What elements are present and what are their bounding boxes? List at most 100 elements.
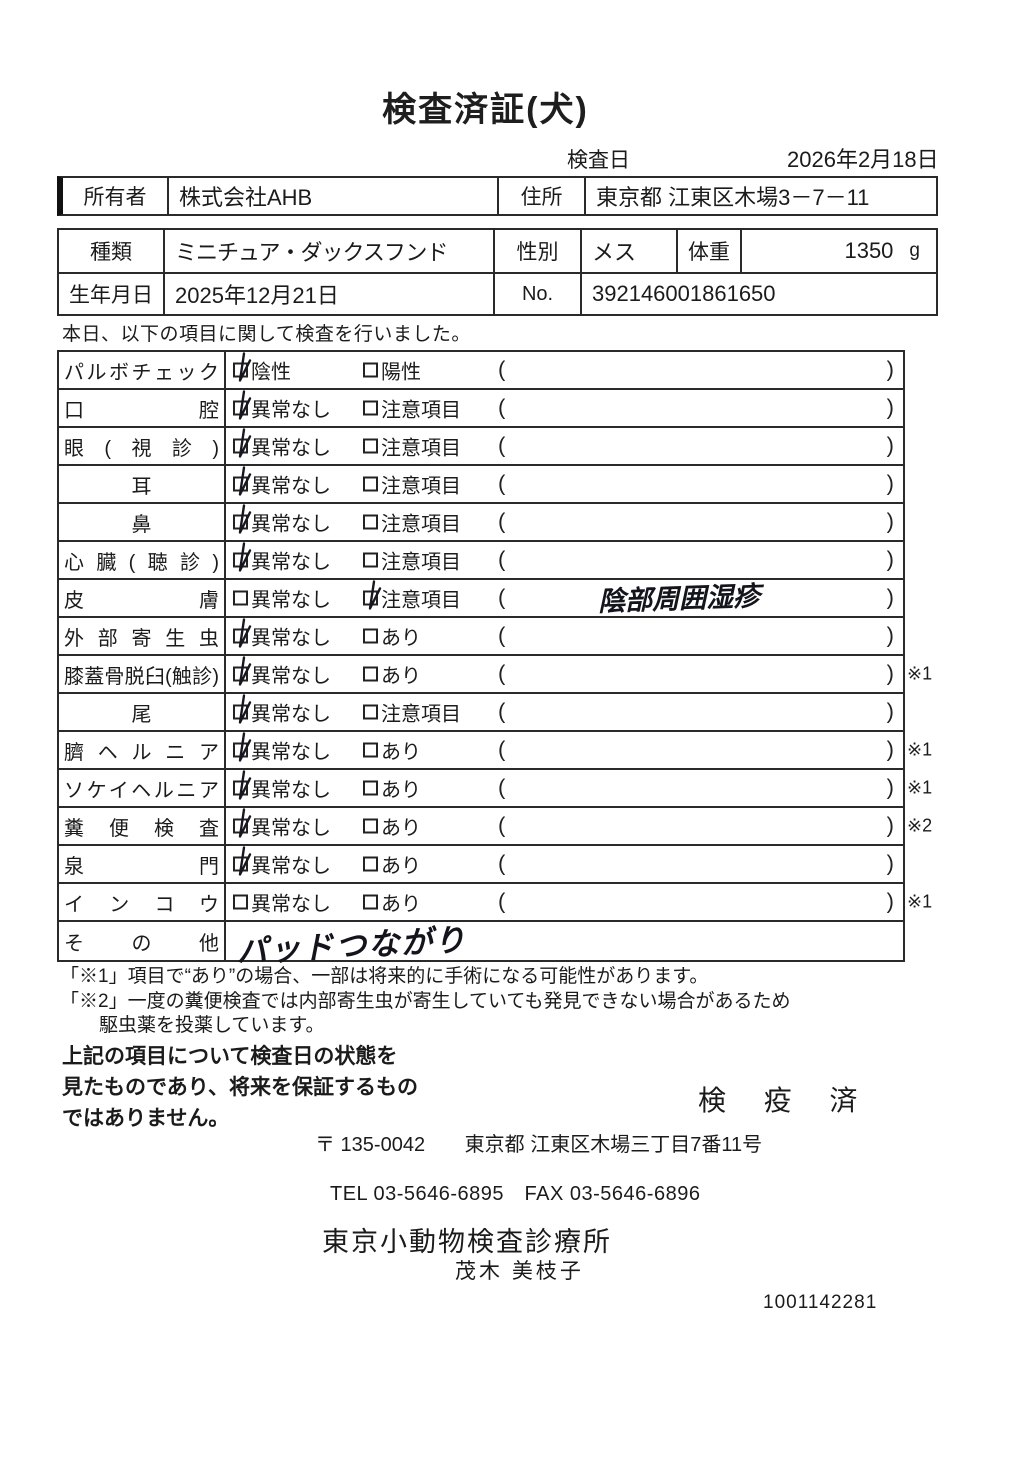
- check-mark-icon: [238, 732, 252, 762]
- footnote-2: 「※2」一度の糞便検査では内部寄生虫が寄生していても発見できない場合があるため: [60, 991, 791, 1012]
- item-label-cell: 外部寄生虫: [59, 618, 226, 654]
- result-option-2: あり: [363, 812, 421, 841]
- owner-value: 株式会社AHB: [167, 178, 497, 214]
- inspection-row: 尾 異常なし 注意項目 ( ): [59, 694, 903, 732]
- result-option-2: あり: [363, 736, 421, 765]
- inspection-row: パルボチェック 陰性 陽性 ( ): [59, 352, 903, 390]
- checkbox: [233, 894, 248, 910]
- check-mark-icon: [238, 846, 252, 876]
- item-result-cell: 異常なし 注意項目 ( ): [226, 542, 903, 578]
- item-result-cell: 異常なし あり ( ): [226, 618, 903, 654]
- checkbox: [233, 428, 252, 458]
- paren-open: (: [498, 622, 506, 648]
- option-label: 注意項目: [381, 437, 461, 460]
- checkbox: [233, 846, 252, 876]
- weight-unit: g: [909, 240, 920, 261]
- option-label: 異常なし: [251, 551, 331, 574]
- checkbox: [233, 618, 252, 648]
- check-mark-icon: [238, 390, 252, 420]
- item-label-cell: その他: [59, 922, 226, 960]
- inspection-row: インコウ 異常なし あり ( ) ※1: [59, 884, 932, 922]
- check-mark-icon: [368, 580, 382, 610]
- check-mark-icon: [238, 428, 252, 458]
- paren-close: ): [886, 470, 894, 496]
- paren-close: ): [886, 394, 894, 420]
- paren-close: ): [886, 774, 894, 800]
- item-result-cell: 異常なし あり ( ): [226, 656, 903, 692]
- result-option-1: 異常なし: [233, 888, 331, 917]
- inspection-date-label: 検査日: [567, 149, 630, 172]
- paren-open: (: [498, 470, 506, 496]
- item-result-cell: 異常なし あり ( ): [226, 884, 903, 920]
- paren-open: (: [498, 546, 506, 572]
- clinic-tel-fax: TEL 03-5646-6895 FAX 03-5646-6896: [330, 1183, 701, 1205]
- checkbox: [363, 818, 378, 834]
- checkbox: [233, 694, 252, 724]
- address-value: 東京都 江東区木場3－7－11: [584, 178, 936, 214]
- inspection-date-value: 2026年2月18日: [787, 147, 939, 172]
- check-mark-icon: [238, 352, 252, 382]
- result-option-1: 異常なし: [233, 808, 331, 841]
- birthdate-value: 2025年12月21日: [163, 274, 493, 314]
- remark-mark: ※1: [907, 663, 933, 684]
- inspection-row: 泉門 異常なし あり ( ): [59, 846, 903, 884]
- item-result-cell: 異常なし 注意項目 ( ): [226, 694, 903, 730]
- item-label-cell: 膝蓋骨脱臼(触診): [59, 656, 226, 692]
- paren-open: (: [498, 394, 506, 420]
- remark-mark: ※1: [907, 739, 933, 760]
- checkbox: [233, 808, 252, 838]
- pet-info-row-2: 生年月日 2025年12月21日 No. 392146001861650: [59, 272, 936, 314]
- option-label: あり: [381, 779, 421, 802]
- paren-open: (: [498, 698, 506, 724]
- check-mark-icon: [238, 808, 252, 838]
- owner-label: 所有者: [83, 186, 147, 209]
- checkbox: [363, 742, 378, 758]
- disclaimer-line: ではありません。: [62, 1107, 230, 1130]
- paren-open: (: [498, 660, 506, 686]
- item-label-cell: ソケイヘルニア: [59, 770, 226, 806]
- option-label: 注意項目: [381, 551, 461, 574]
- option-label: あり: [381, 893, 421, 916]
- item-result-cell: 異常なし あり ( ): [226, 770, 903, 806]
- paren-open: (: [498, 584, 506, 610]
- item-label-cell: 口腔: [59, 390, 226, 426]
- checkbox: [363, 780, 378, 796]
- inspection-row: 心臓(聴診) 異常なし 注意項目 ( ): [59, 542, 903, 580]
- checkbox: [363, 400, 378, 416]
- result-option-1: 異常なし: [233, 542, 331, 575]
- result-option-2: 注意項目: [363, 394, 461, 423]
- quarantine-stamp: 検 疫 済: [698, 1085, 873, 1116]
- paren-open: (: [498, 736, 506, 762]
- checkbox: [363, 580, 382, 610]
- disclaimer-line: 見たものであり、将来を保証するもの: [62, 1076, 418, 1099]
- result-option-1: 異常なし: [233, 656, 331, 689]
- footnote-1: 「※1」項目で“あり”の場合、一部は将来的に手術になる可能性があります。: [60, 966, 709, 987]
- checkbox: [233, 542, 252, 572]
- inspection-items-table: パルボチェック 陰性 陽性 ( ) 口腔: [57, 350, 932, 969]
- result-option-1: 異常なし: [233, 504, 331, 537]
- result-option-2: 注意項目: [363, 698, 461, 727]
- address-label: 住所: [497, 178, 584, 214]
- breed-value: ミニチュア・ダックスフンド: [163, 230, 493, 272]
- item-label-cell: インコウ: [59, 884, 226, 920]
- checkbox: [363, 704, 378, 720]
- paren-close: ): [886, 850, 894, 876]
- inspection-row: 眼(視診) 異常なし 注意項目 ( ): [59, 428, 903, 466]
- checkbox: [233, 352, 252, 382]
- checkbox: [233, 656, 252, 686]
- result-option-2: 注意項目: [363, 470, 461, 499]
- inspection-row: 外部寄生虫 異常なし あり ( ): [59, 618, 903, 656]
- certificate-no-label: No.: [493, 274, 580, 314]
- option-label: 異常なし: [251, 627, 331, 650]
- option-label: 異常なし: [251, 893, 331, 916]
- sex-value: メス: [580, 230, 676, 272]
- paren-open: (: [498, 774, 506, 800]
- item-result-cell: 異常なし 注意項目 ( ): [226, 466, 903, 502]
- disclaimer-line: 上記の項目について検査日の状態を: [62, 1045, 398, 1068]
- checkbox: [233, 770, 252, 800]
- option-label: 注意項目: [381, 589, 461, 612]
- item-label-cell: 糞便検査: [59, 808, 226, 844]
- result-option-1: 異常なし: [233, 732, 331, 765]
- option-label: あり: [381, 817, 421, 840]
- footnote-2-cont: 駆虫薬を投薬しています。: [99, 1015, 325, 1036]
